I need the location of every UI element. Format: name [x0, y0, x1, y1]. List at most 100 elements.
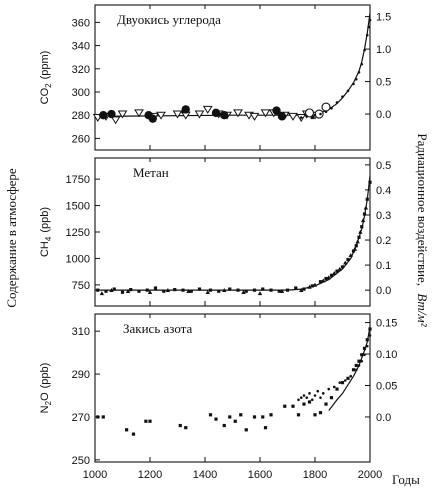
- right-y-tick-label: 1.0: [376, 44, 391, 56]
- data-point: [351, 368, 356, 372]
- data-point: [291, 404, 295, 408]
- data-point: [244, 428, 248, 432]
- y-axis-label: N2O (ppb): [39, 363, 53, 414]
- data-point: [308, 392, 311, 395]
- right-axis-title: Радиационное воздействие, Вт/м²: [415, 133, 430, 327]
- x-tick-label: 1600: [248, 469, 272, 481]
- data-point: [313, 413, 317, 417]
- x-axis: 1000 1200 1400 1600 1800 2000: [83, 469, 382, 481]
- data-point: [316, 389, 320, 393]
- plot-frame: [94, 157, 371, 307]
- data-point: [332, 385, 336, 389]
- data-point: [360, 359, 364, 363]
- data-point: [252, 415, 257, 419]
- data-point: [365, 197, 369, 201]
- data-point: [340, 381, 345, 385]
- data-point: [332, 271, 337, 276]
- data-point: [357, 364, 361, 367]
- right-y-tick-label: 1.5: [376, 12, 391, 24]
- data-point: [283, 404, 287, 408]
- data-point: [194, 110, 205, 119]
- plot-frame: [94, 4, 371, 151]
- right-y-tick-label: 0.2: [376, 235, 391, 247]
- data-point: [137, 289, 141, 293]
- right-axis-title-unit: Вт/м²: [415, 293, 430, 327]
- y-tick-label: 250: [72, 455, 90, 467]
- data-point: [363, 205, 369, 210]
- data-point: [145, 288, 149, 292]
- y-axis-label-subscript: 2: [44, 83, 53, 88]
- data-point: [252, 288, 257, 292]
- data-point: [99, 291, 105, 296]
- data-point: [307, 400, 312, 404]
- right-y-tick-label: 0.5: [376, 160, 391, 172]
- data-point: [321, 278, 326, 283]
- data-point: [360, 353, 364, 357]
- data-point: [147, 290, 153, 295]
- data-point: [241, 290, 246, 295]
- data-point: [165, 287, 171, 292]
- y-tick-label: 320: [72, 64, 90, 76]
- data-point: [368, 18, 372, 22]
- data-point: [310, 115, 314, 120]
- data-point: [260, 109, 271, 118]
- data-point: [261, 415, 265, 419]
- data-point: [365, 33, 369, 37]
- y-axis-label: CO2 (ppm): [39, 51, 53, 105]
- data-point: [288, 112, 298, 121]
- trend-line: [94, 13, 371, 117]
- data-point: [217, 289, 221, 293]
- y-axis-label-main: CH: [39, 241, 51, 257]
- data-point: [354, 244, 358, 248]
- data-point: [324, 402, 328, 406]
- data-point: [236, 288, 240, 292]
- data-point: [346, 376, 350, 380]
- data-point: [346, 257, 350, 262]
- data-point: [99, 111, 108, 120]
- y-tick-label: 360: [72, 17, 90, 29]
- data-point: [96, 415, 100, 419]
- y-tick-label: 260: [72, 133, 90, 145]
- trend-line: [95, 175, 371, 291]
- data-point: [365, 338, 369, 342]
- data-point: [349, 374, 353, 378]
- data-point: [338, 381, 342, 384]
- data-series: [299, 18, 372, 119]
- right-y-tick-label: 0.1: [376, 260, 391, 272]
- y-axis-label: CH4 (ppb): [39, 207, 53, 257]
- data-point: [329, 273, 334, 277]
- chart-panel: 260 280 300 320 340 360 0.0 0.5 1.0 1.5 Двуокись у…: [39, 4, 391, 151]
- data-point: [362, 212, 367, 216]
- chart-panel: 750 1000 1250 1500 1750 0.0 0.1 0.2 0.3 0.4 0.5 Мет…: [39, 157, 391, 307]
- data-point: [285, 288, 290, 292]
- data-point: [302, 402, 306, 406]
- data-point: [337, 266, 342, 271]
- x-tick-label: 1200: [138, 469, 162, 481]
- data-point: [305, 115, 309, 118]
- data-point: [134, 109, 144, 118]
- y-tick-label: 300: [72, 87, 90, 99]
- data-point: [279, 289, 285, 293]
- data-point: [319, 396, 322, 399]
- panel-title: Двуокись углерода: [117, 12, 221, 27]
- data-point: [162, 289, 166, 293]
- data-point: [189, 289, 193, 293]
- right-y-tick-label: 0.4: [376, 185, 391, 197]
- y-tick-label: 290: [72, 369, 90, 381]
- data-point: [363, 48, 366, 52]
- data-point: [340, 265, 345, 269]
- chart-panel: 250 270 290 310 0.0 0.05 0.10 0.15 Закись азота N…: [39, 313, 397, 467]
- data-point: [299, 116, 303, 119]
- right-y-tick-label: 0.3: [376, 210, 391, 222]
- data-point: [125, 428, 129, 432]
- data-point: [222, 287, 227, 292]
- data-point: [362, 346, 367, 350]
- data-point: [335, 387, 339, 391]
- data-point: [277, 112, 281, 116]
- data-point: [101, 415, 105, 419]
- data-point: [178, 423, 182, 428]
- data-point: [307, 284, 312, 289]
- panel-title: Метан: [133, 165, 169, 180]
- data-point: [218, 112, 222, 116]
- y-axis-label-unit: (ppm): [39, 51, 51, 80]
